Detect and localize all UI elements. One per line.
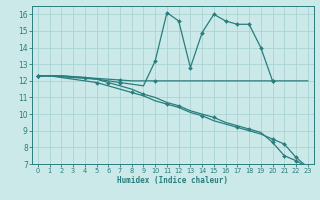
- X-axis label: Humidex (Indice chaleur): Humidex (Indice chaleur): [117, 176, 228, 185]
